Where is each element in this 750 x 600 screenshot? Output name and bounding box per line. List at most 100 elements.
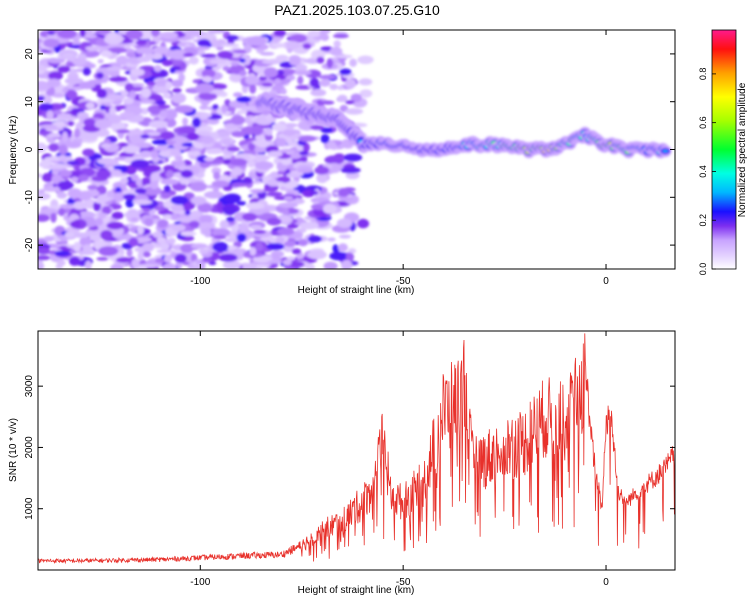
spectrogram-noise-cell (256, 49, 265, 54)
spectrogram-noise-cell (146, 81, 156, 86)
spectrogram-noise-cell (148, 41, 157, 45)
spectrogram-noise-cell (97, 157, 117, 165)
spectrogram-noise-cell (199, 105, 209, 110)
spectrogram-noise-cell (266, 191, 283, 197)
spectrogram-noise-cell (58, 144, 68, 155)
spectrogram-noise-cell (171, 92, 187, 104)
spectrogram-noise-cell (41, 172, 55, 183)
spectrogram-noise-cell (219, 219, 229, 229)
spectrogram-noise-cell (125, 198, 135, 208)
spectrogram-noise-cell (278, 202, 298, 208)
spectrogram-noise-cell (125, 223, 136, 228)
spectrogram-noise-cell (44, 132, 65, 138)
spectrogram-noise-cell (82, 67, 92, 76)
spectrogram-noise-cell (109, 106, 117, 116)
spectrogram-noise-cell (130, 159, 150, 169)
snr-y-axis: 1000 2000 3000 (24, 375, 675, 520)
spectrogram-noise-cell (233, 92, 243, 98)
spectrogram-noise-cell (108, 76, 128, 83)
colorbar-gradient (712, 30, 736, 269)
spectrogram-noise-cell (262, 188, 277, 192)
y-tick-label: 10 (24, 96, 35, 108)
spectrogram-noise-cell (137, 225, 145, 235)
spectrogram-noise-cell (332, 33, 349, 39)
x-tick-label: -50 (396, 577, 411, 588)
spectrogram-noise-cell (358, 78, 373, 86)
spectrogram-noise-cell (84, 260, 92, 269)
spectrogram-noise-cell (179, 179, 189, 185)
spectrogram-noise-cell (249, 189, 266, 193)
spectrogram-noise-cell (178, 217, 195, 223)
y-tick-label: -20 (24, 237, 35, 252)
spectrogram-noise-cell (152, 46, 170, 55)
spectrogram-noise-cell (322, 100, 335, 105)
spectrogram-noise-cell (316, 172, 329, 184)
spectrogram-noise-cell (72, 58, 87, 66)
spectrogram-noise-cell (141, 177, 151, 187)
spectrogram-noise-cell (116, 129, 130, 134)
spectrogram-noise-cell (231, 182, 249, 187)
spectrogram-y-label: Frequency (Hz) (8, 116, 19, 185)
spectrogram-noise-cell (223, 206, 236, 216)
spectrogram-noise-cell (82, 244, 93, 253)
spectrogram-noise-cell (213, 235, 227, 240)
spectrogram-noise-cell (170, 195, 189, 205)
spectrogram-noise-cell (278, 148, 296, 153)
spectrogram-noise-cell (174, 253, 187, 263)
spectrogram-noise-cell (85, 102, 95, 110)
spectrogram-noise-cell (297, 168, 313, 174)
spectrogram-noise-cell (135, 40, 148, 46)
spectrogram-noise-cell (277, 176, 291, 184)
spectrogram-noise-cell (38, 173, 43, 178)
spectrogram-noise-cell (299, 221, 319, 230)
spectrogram-noise-cell (348, 248, 357, 254)
spectrogram-noise-cell (47, 78, 61, 88)
spectrogram-noise-cell (135, 237, 152, 243)
spectrogram-noise-cell (95, 217, 104, 226)
spectrogram-noise-cell (263, 67, 278, 78)
spectrogram-noise-cell (59, 203, 77, 209)
spectrogram-noise-cell (106, 221, 124, 230)
spectrogram-noise-cell (74, 128, 81, 139)
spectrogram-noise-cell (197, 39, 211, 47)
spectrogram-noise-cell (38, 259, 44, 266)
spectrogram-noise-cell (266, 217, 282, 226)
spectrogram-noise-cell (345, 252, 355, 262)
spectrogram-y-axis: -20 -10 0 10 20 (24, 48, 675, 252)
spectrogram-noise-cell (96, 88, 107, 99)
spectrogram-noise-cell (170, 204, 184, 212)
spectrogram-noise-cell (270, 42, 287, 48)
spectrogram-noise-cell (162, 263, 177, 269)
spectrogram-noise-cell (134, 142, 153, 149)
spectrogram-noise-cell (209, 59, 228, 64)
spectrogram-noise-cell (309, 190, 319, 195)
y-tick-label: -10 (24, 190, 35, 205)
spectrogram-noise-cell (76, 211, 96, 219)
spectrogram-noise-cell (44, 96, 53, 104)
spectrogram-noise-cell (211, 180, 230, 188)
spectrogram-noise-cell (79, 81, 96, 90)
spectrogram-noise-cell (236, 201, 247, 206)
spectrogram-noise-cell (275, 137, 287, 147)
spectrogram-noise-cell (184, 209, 191, 216)
spectrogram-noise-cell (231, 167, 243, 176)
spectrogram-noise (38, 30, 374, 269)
spectrogram-noise-cell (156, 249, 176, 254)
spectrogram-noise-cell (245, 75, 260, 85)
spectrogram-noise-cell (156, 100, 166, 106)
colorbar-tick-label: 0.2 (698, 214, 708, 227)
spectrogram-noise-cell (66, 160, 80, 165)
spectrogram-noise-cell (337, 187, 350, 197)
colorbar-label: Normalized spectral amplitude (737, 82, 748, 217)
spectrogram-noise-cell (249, 246, 257, 256)
x-tick-label: 0 (603, 276, 609, 287)
spectrogram-noise-cell (245, 202, 265, 210)
spectrogram-noise-cell (236, 96, 252, 103)
spectrogram-noise-cell (285, 181, 299, 188)
spectrogram-noise-cell (332, 244, 339, 254)
spectrogram-noise-cell (213, 171, 221, 180)
spectrogram-noise-cell (122, 193, 137, 201)
spectrogram-noise-cell (190, 196, 207, 205)
spectrogram-noise-cell (203, 157, 214, 162)
spectrogram-noise-cell (171, 79, 184, 88)
